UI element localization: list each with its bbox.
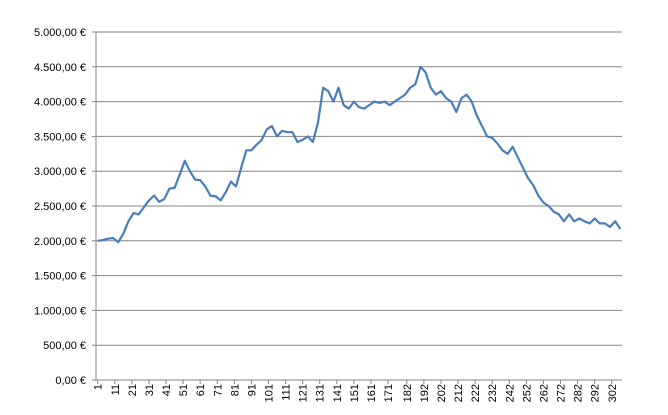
x-tick-label: 262 xyxy=(538,384,550,402)
x-tick-label: 212 xyxy=(453,384,465,402)
x-tick-label: 192 xyxy=(419,384,431,402)
x-tick-label: 21 xyxy=(127,384,139,396)
x-tick-label: 202 xyxy=(436,384,448,402)
x-tick-label: 41 xyxy=(161,384,173,396)
x-tick-label: 71 xyxy=(212,384,224,396)
x-tick-label: 111 xyxy=(281,384,293,401)
x-tick-label: 141 xyxy=(332,384,344,402)
x-tick-label: 171 xyxy=(383,384,395,402)
x-tick-label: 1 xyxy=(93,384,105,390)
x-tick-label: 91 xyxy=(246,384,258,396)
y-tick-label: 2.000,00 € xyxy=(34,236,86,248)
x-tick-label: 51 xyxy=(178,384,190,396)
y-tick-label: 5.000,00 € xyxy=(34,27,86,39)
y-tick-label: 2.500,00 € xyxy=(34,201,86,213)
x-tick-label: 131 xyxy=(315,384,327,402)
x-tick-label: 81 xyxy=(229,384,241,396)
x-tick-label: 11 xyxy=(110,384,122,395)
y-tick-label: 500,00 € xyxy=(43,340,86,352)
y-tick-label: 4.500,00 € xyxy=(34,62,86,74)
y-tick-label: 3.000,00 € xyxy=(34,166,86,178)
x-tick-label: 302 xyxy=(607,384,619,402)
x-tick-label: 282 xyxy=(573,384,585,402)
x-tick-label: 252 xyxy=(521,384,533,402)
x-tick-label: 61 xyxy=(195,384,207,396)
x-tick-label: 151 xyxy=(349,384,361,402)
y-tick-label: 0,00 € xyxy=(55,375,86,387)
x-tick-label: 272 xyxy=(556,384,568,402)
y-tick-label: 1.500,00 € xyxy=(34,271,86,283)
x-tick-label: 232 xyxy=(487,384,499,402)
x-tick-label: 222 xyxy=(470,384,482,402)
x-tick-label: 292 xyxy=(590,384,602,402)
data-line xyxy=(97,65,622,244)
x-tick-label: 31 xyxy=(144,384,156,396)
x-tick-label: 182 xyxy=(402,384,414,402)
y-tick-label: 3.500,00 € xyxy=(34,131,86,143)
y-tick-label: 4.000,00 € xyxy=(34,97,86,109)
x-tick-label: 242 xyxy=(504,384,516,402)
x-tick-label: 121 xyxy=(298,384,310,402)
x-tick-label: 161 xyxy=(366,384,378,402)
x-tick-label: 101 xyxy=(263,384,275,402)
y-tick-label: 1.000,00 € xyxy=(34,305,86,317)
